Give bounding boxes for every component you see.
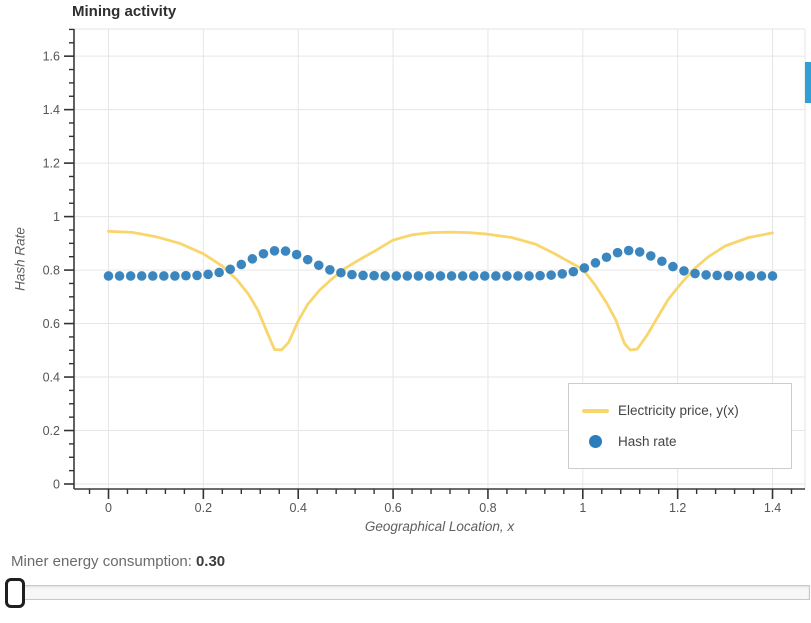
slider-track[interactable] [8,585,810,600]
slider-caption: Miner energy consumption: 0.30 [11,553,225,570]
legend-item: Hash rate [582,431,791,453]
legend-line-swatch-icon [582,408,609,413]
svg-text:1: 1 [53,210,60,224]
svg-text:0.8: 0.8 [479,501,496,515]
svg-text:1: 1 [579,501,586,515]
svg-text:0.6: 0.6 [384,501,401,515]
svg-text:0.4: 0.4 [290,501,307,515]
x-axis-label: Geographical Location, x [364,519,515,534]
svg-text:1.4: 1.4 [764,501,781,515]
chart-title: Mining activity [72,3,177,20]
svg-text:0.4: 0.4 [43,371,60,385]
legend-label: Hash rate [618,434,677,449]
legend-item: Electricity price, y(x) [582,400,791,422]
caption-value: 0.30 [195,553,226,570]
svg-text:0.6: 0.6 [43,317,60,331]
svg-text:0: 0 [53,478,60,492]
y-axis-label: Hash Rate [12,227,28,291]
svg-text:1.4: 1.4 [43,103,60,117]
energy-slider[interactable] [5,578,810,609]
svg-text:0.2: 0.2 [195,501,212,515]
legend: Electricity price, y(x) Hash rate [568,383,792,469]
toolbar-accent-bar [805,62,811,103]
svg-text:1.6: 1.6 [43,50,60,64]
caption-label: Miner energy consumption: [11,553,192,570]
chart-canvas[interactable]: 0 0.2 0.4 0.6 0.8 1 1.2 1.4 0 0.2 0.4 0.6 0.8 1 1.2 1.4… [0,0,811,545]
svg-text:0.2: 0.2 [43,424,60,438]
slider-handle[interactable] [5,578,25,608]
svg-text:1.2: 1.2 [669,501,686,515]
svg-text:0: 0 [105,501,112,515]
legend-dot-swatch-icon [582,435,609,448]
svg-text:0.8: 0.8 [43,264,60,278]
legend-label: Electricity price, y(x) [618,403,739,418]
svg-text:1.2: 1.2 [43,157,60,171]
